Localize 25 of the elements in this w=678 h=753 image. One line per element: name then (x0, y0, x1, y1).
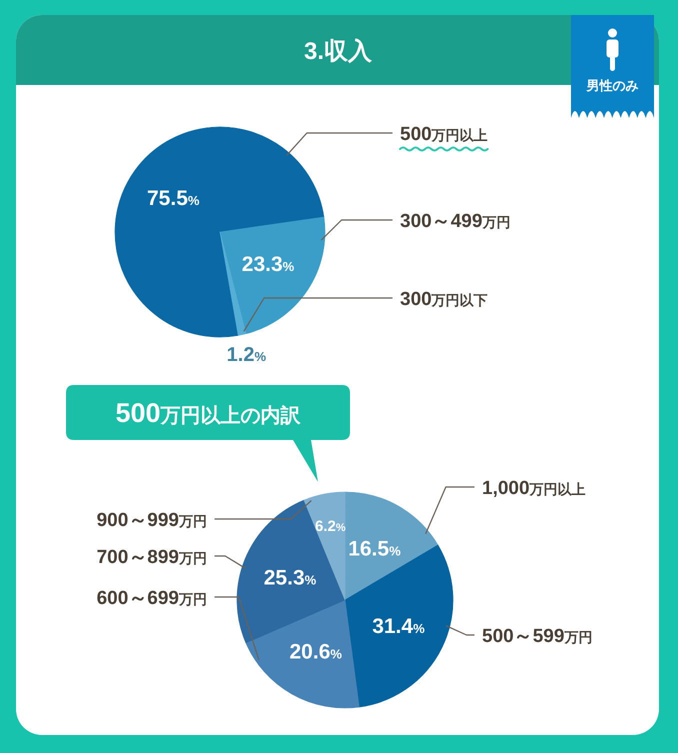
text: 男性のみ (586, 78, 638, 93)
slice-label: 700～899万円 (96, 547, 207, 568)
chart-title: 3.収入 (304, 38, 374, 65)
data-label: 23.3% (242, 253, 295, 276)
data-label: 31.4% (372, 614, 426, 638)
chart-title: 500万円以上の内訳 (115, 398, 302, 428)
slice-label: 1,000万円以上 (482, 478, 586, 499)
pie-slice (236, 500, 346, 644)
slice-label: 300万円以下 (400, 289, 488, 310)
slice-label: 600～699万円 (96, 588, 207, 609)
data-label: 6.2% (315, 518, 346, 535)
data-label: 25.3% (264, 566, 317, 590)
slice-label: 500万円以上 (400, 124, 488, 145)
slice-label: 900～999万円 (96, 510, 207, 531)
slice-label: 500～599万円 (482, 626, 592, 647)
data-label: 16.5% (348, 537, 402, 560)
slice-label: 300～499万円 (400, 211, 510, 232)
data-label: 1.2% (226, 344, 266, 366)
pie-slice (114, 126, 324, 338)
pie-slice (246, 600, 360, 708)
pie-slice (220, 216, 326, 334)
pie-slice (344, 492, 438, 600)
data-label: 75.5% (147, 187, 200, 210)
pie-slice (304, 492, 346, 600)
data-label: 20.6% (290, 640, 342, 664)
